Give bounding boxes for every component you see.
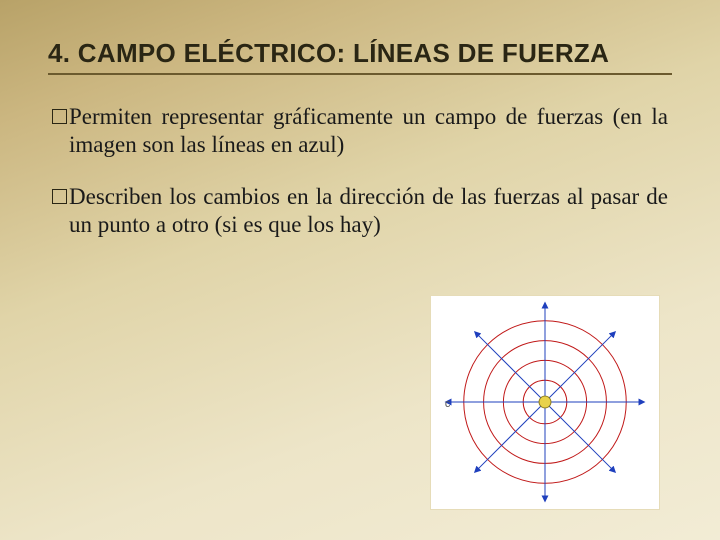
slide-title: 4. CAMPO ELÉCTRICO: LÍNEAS DE FUERZA bbox=[48, 38, 672, 69]
square-bullet-icon bbox=[52, 189, 67, 204]
field-lines-figure: c bbox=[430, 295, 660, 510]
title-underline: 4. CAMPO ELÉCTRICO: LÍNEAS DE FUERZA bbox=[48, 38, 672, 75]
bullet-list: Permiten representar gráficamente un cam… bbox=[48, 103, 672, 239]
list-item: Permiten representar gráficamente un cam… bbox=[52, 103, 668, 159]
bullet-text: Permiten representar gráficamente un cam… bbox=[69, 103, 668, 159]
slide: 4. CAMPO ELÉCTRICO: LÍNEAS DE FUERZA Per… bbox=[0, 0, 720, 540]
square-bullet-icon bbox=[52, 109, 67, 124]
list-item: Describen los cambios en la dirección de… bbox=[52, 183, 668, 239]
bullet-text: Describen los cambios en la dirección de… bbox=[69, 183, 668, 239]
svg-text:c: c bbox=[445, 398, 451, 410]
